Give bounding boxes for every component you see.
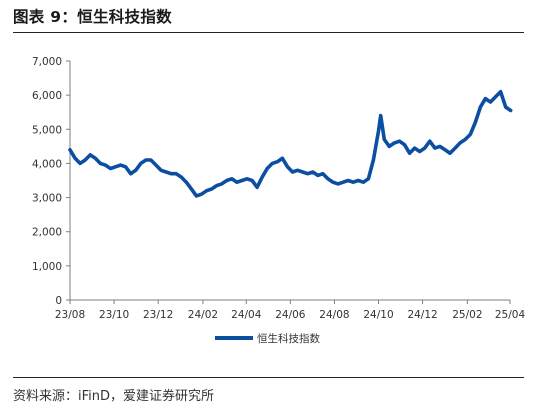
y-tick-label: 4,000 xyxy=(32,158,62,170)
source-divider xyxy=(13,377,524,378)
x-tick-label: 23/12 xyxy=(143,309,173,321)
y-tick-label: 1,000 xyxy=(32,261,62,273)
x-tick-label: 25/02 xyxy=(452,309,482,321)
y-tick-label: 7,000 xyxy=(32,56,62,68)
x-axis: 23/08 23/10 23/12 24/02 24/04 24/06 24/08 24/10… xyxy=(55,300,526,321)
line-chart: 0 1,000 2,000 3,000 4,000 5,000 6,000 7,000 23/… xyxy=(32,56,526,345)
source-note: 资料来源：iFinD，爱建证券研究所 xyxy=(13,389,215,404)
x-tick-label: 23/10 xyxy=(99,309,129,321)
x-tick-label: 24/08 xyxy=(319,309,349,321)
x-tick-label: 24/02 xyxy=(188,309,218,321)
x-tick-label: 24/06 xyxy=(275,309,306,321)
page-title: 图表 9：恒生科技指数 xyxy=(13,8,172,26)
series-line-hstech xyxy=(68,89,513,198)
x-tick-label: 24/12 xyxy=(407,309,437,321)
y-tick-label: 3,000 xyxy=(32,193,62,205)
y-tick-label: 2,000 xyxy=(32,227,62,239)
y-axis: 0 1,000 2,000 3,000 4,000 5,000 6,000 7,000 xyxy=(32,56,70,307)
title-divider xyxy=(13,32,524,33)
x-tick-label: 25/04 xyxy=(495,309,526,321)
y-tick-label: 0 xyxy=(55,295,62,307)
legend: 恒生科技指数 xyxy=(215,332,320,345)
x-tick-label: 24/04 xyxy=(231,309,262,321)
y-tick-label: 5,000 xyxy=(32,124,62,136)
x-tick-label: 24/10 xyxy=(363,309,393,321)
x-tick-label: 23/08 xyxy=(55,309,85,321)
y-tick-label: 6,000 xyxy=(32,90,62,102)
legend-label: 恒生科技指数 xyxy=(257,332,320,345)
